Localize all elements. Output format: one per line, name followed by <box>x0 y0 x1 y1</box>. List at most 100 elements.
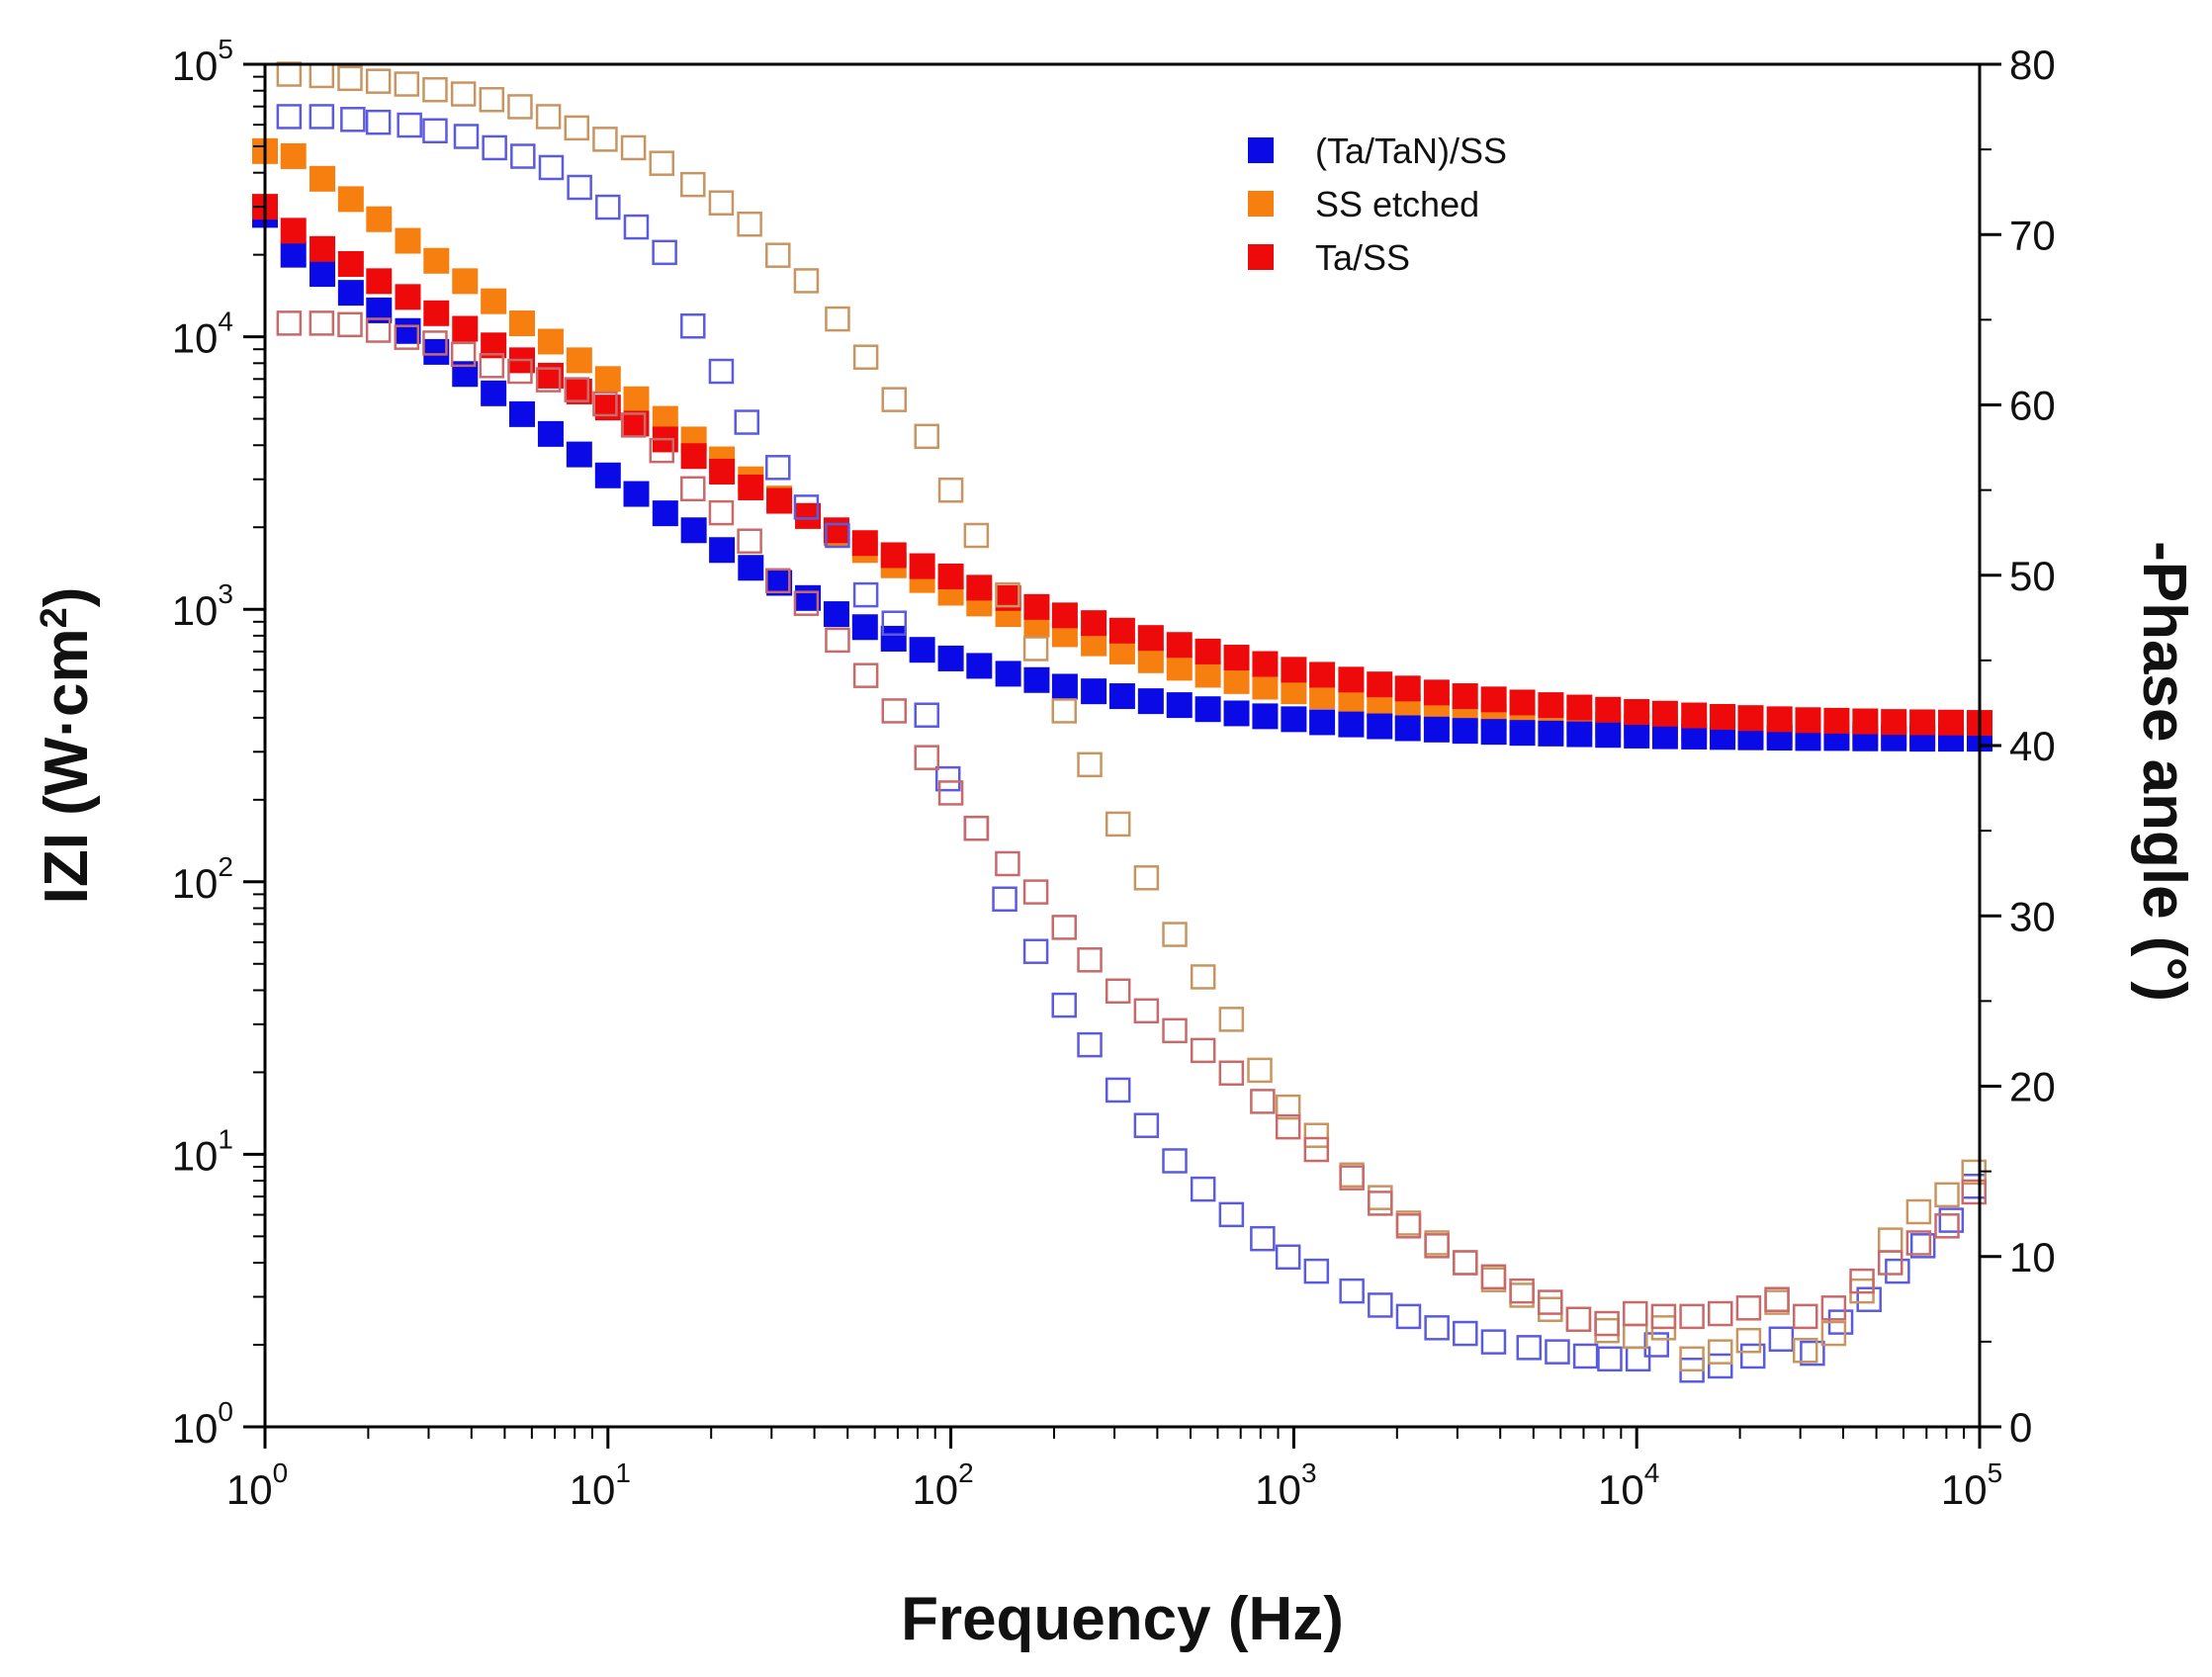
ss-etched-magnitude-point <box>1223 667 1250 694</box>
ta-ss-magnitude-point <box>1367 671 1393 698</box>
ta-tan-ss-phase-point <box>652 239 677 266</box>
ta-tan-ss-magnitude-point <box>709 537 736 564</box>
ta-tan-ss-magnitude-point <box>652 500 678 527</box>
ta-tan-ss-phase-point <box>365 109 392 135</box>
ta-ss-phase-point <box>1934 1213 1960 1239</box>
left-y-axis-title: IZI (W·cm2) <box>33 587 101 905</box>
ta-ss-magnitude-point <box>880 542 907 569</box>
legend: (Ta/TaN)/SS SS etched Ta/SS <box>1248 131 1507 278</box>
ta-tan-ss-magnitude-point <box>966 653 993 679</box>
left-y-tick-label: 102 <box>172 851 233 907</box>
ta-ss-phase-point <box>507 358 533 385</box>
ta-ss-magnitude-point <box>1023 593 1050 620</box>
ta-ss-phase-point <box>479 353 505 379</box>
ta-ss-magnitude-point <box>1681 702 1708 729</box>
ta-tan-ss-phase-point <box>623 214 650 240</box>
x-tick-exponent: 0 <box>273 1457 289 1488</box>
ta-tan-ss-phase-point <box>1368 1292 1393 1318</box>
ta-ss-phase-point <box>1051 915 1077 940</box>
left-y-tick-base: 10 <box>172 315 219 362</box>
ss-etched-phase-point <box>365 68 392 94</box>
left-y-tick-exponent: 5 <box>218 34 233 64</box>
x-axis-title: Frequency (Hz) <box>901 1585 1344 1653</box>
ss-etched-magnitude-point <box>594 366 621 393</box>
ta-tan-ss-phase-point <box>881 610 908 636</box>
ss-etched-phase-point <box>1934 1182 1960 1208</box>
ta-tan-ss-magnitude-point <box>1480 719 1507 746</box>
ta-ss-magnitude-point <box>1766 706 1793 733</box>
ta-ss-phase-point <box>765 568 791 594</box>
ta-tan-ss-magnitude-point <box>423 338 450 365</box>
ta-tan-ss-phase-point <box>1077 1031 1103 1058</box>
ta-ss-phase-point <box>680 476 706 502</box>
left-y-tick-base: 10 <box>172 1132 219 1179</box>
ss-etched-phase-point <box>737 211 762 237</box>
ta-ss-phase-point <box>937 780 964 806</box>
ta-ss-phase-point <box>1792 1303 1818 1330</box>
ss-etched-phase-point <box>1133 865 1160 891</box>
ta-ss-phase-point <box>825 627 850 654</box>
ta-ss-phase-point <box>1708 1300 1733 1327</box>
left-y-tick-exponent: 4 <box>218 307 233 337</box>
ta-tan-ss-phase-point <box>708 358 735 385</box>
x-tick-label: 100 <box>226 1457 288 1513</box>
ta-ss-magnitude-point <box>680 443 707 470</box>
legend-swatch <box>1248 244 1274 270</box>
ta-tan-ss-magnitude-point <box>823 601 849 628</box>
ss-etched-phase-point <box>620 134 647 161</box>
ta-ss-phase-point <box>1594 1310 1620 1337</box>
ta-tan-ss-magnitude-point <box>509 400 536 427</box>
ta-tan-ss-phase-point <box>1516 1335 1543 1361</box>
ta-ss-magnitude-point <box>1710 703 1736 730</box>
x-tick-base: 10 <box>912 1466 958 1513</box>
ta-tan-ss-phase-point <box>765 455 791 481</box>
ss-etched-phase-point <box>1275 1094 1301 1120</box>
ta-ss-phase-point <box>737 528 762 554</box>
ta-tan-ss-phase-point <box>595 194 621 221</box>
ta-ss-magnitude-point <box>337 250 364 277</box>
ta-ss-phase-point <box>852 662 879 688</box>
ta-ss-magnitude-point <box>1795 707 1821 734</box>
ss-etched-magnitude-point <box>1194 662 1221 688</box>
ta-ss-magnitude-point <box>709 458 736 485</box>
ta-ss-magnitude-point <box>1737 705 1764 732</box>
ta-ss-magnitude-point <box>1509 689 1536 716</box>
ss-etched-phase-point <box>1051 698 1077 724</box>
ta-ss-phase-point <box>963 815 990 841</box>
left-y-tick-base: 10 <box>172 1405 219 1452</box>
ta-tan-ss-magnitude-point <box>1538 720 1564 747</box>
right-y-tick-label: 70 <box>2009 212 2056 258</box>
ta-tan-ss-magnitude-point <box>395 317 421 344</box>
ta-ss-magnitude-point <box>1194 638 1221 664</box>
ta-ss-phase-point <box>1077 947 1103 973</box>
ta-tan-ss-magnitude-point <box>1309 709 1336 736</box>
ta-tan-ss-phase-point <box>825 522 850 549</box>
ta-ss-magnitude-point <box>851 530 878 557</box>
ss-etched-phase-point <box>422 77 448 103</box>
ta-ss-magnitude-point <box>1538 692 1564 719</box>
ta-ss-phase-point <box>1162 1017 1188 1044</box>
ta-ss-phase-point <box>1218 1060 1245 1087</box>
ta-ss-phase-point <box>1735 1295 1762 1321</box>
left-y-axis-title-main: IZI (W·cm <box>33 628 101 904</box>
ta-ss-phase-point <box>1105 978 1131 1005</box>
ta-ss-phase-point <box>1368 1191 1393 1216</box>
ta-ss-phase-point <box>1961 1179 1988 1205</box>
ta-ss-phase-point <box>592 391 618 417</box>
ta-ss-magnitude-point <box>1480 686 1507 713</box>
ta-tan-ss-magnitude-point <box>623 481 650 507</box>
ss-etched-phase-point <box>592 127 618 152</box>
ss-etched-magnitude-point <box>1166 655 1193 681</box>
ta-tan-ss-magnitude-point <box>1166 692 1193 719</box>
ss-etched-magnitude-point <box>280 142 307 169</box>
ss-etched-magnitude-point <box>623 386 650 412</box>
ta-tan-ss-magnitude-point <box>1509 720 1536 747</box>
ta-ss-magnitude-point <box>1394 675 1421 702</box>
ss-etched-phase-point <box>1735 1327 1762 1354</box>
ss-etched-phase-point <box>337 65 363 92</box>
x-tick-base: 10 <box>1941 1466 1988 1513</box>
ta-tan-ss-magnitude-point <box>537 420 564 447</box>
ss-etched-phase-point <box>680 171 706 198</box>
ta-ss-phase-point <box>1453 1250 1478 1276</box>
ta-ss-magnitude-point <box>310 235 336 262</box>
